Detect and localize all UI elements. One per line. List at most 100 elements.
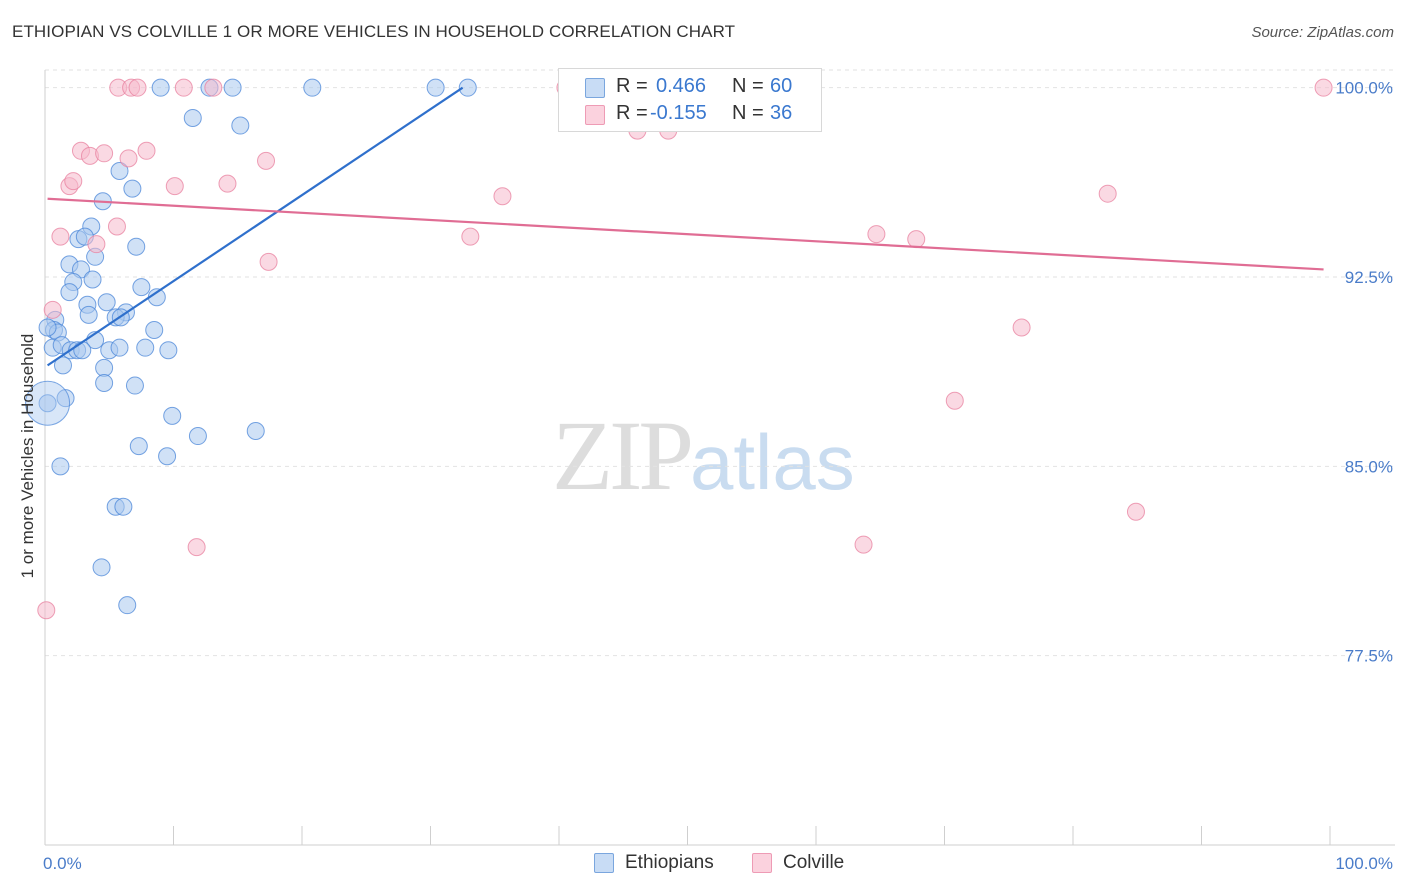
watermark-zip: ZIP xyxy=(552,400,694,511)
ethiopian-point xyxy=(125,376,144,395)
source-label: Source: ZipAtlas.com xyxy=(1251,24,1394,41)
axes xyxy=(44,70,1395,846)
legend-r-label: R = xyxy=(616,102,648,124)
y-tick-label: 77.5% xyxy=(1345,647,1393,666)
colville-point xyxy=(165,177,184,196)
ethiopian-point xyxy=(95,358,114,377)
stats-legend: R = 0.466 N = 60 R = -0.155 N = 36 xyxy=(558,68,822,132)
colville-point xyxy=(493,187,512,206)
colville-point xyxy=(1098,184,1117,203)
colville-point xyxy=(259,252,278,271)
colville-point xyxy=(174,78,193,97)
colville-point xyxy=(43,300,62,319)
ethiopian-point xyxy=(51,457,70,476)
x-tick-label: 0.0% xyxy=(43,854,82,873)
ethiopian-point xyxy=(303,78,322,97)
colville-point xyxy=(945,391,964,410)
colville-point xyxy=(854,535,873,554)
chart-title: ETHIOPIAN VS COLVILLE 1 OR MORE VEHICLES… xyxy=(12,22,736,41)
legend-swatch-colville xyxy=(585,105,605,125)
y-tick-label: 85.0% xyxy=(1345,457,1393,476)
ethiopian-point xyxy=(246,421,265,440)
ethiopian-point xyxy=(83,270,102,289)
colville-point xyxy=(119,149,138,168)
legend-r-value: 0.466 xyxy=(656,75,707,97)
x-tick-label: 100.0% xyxy=(1335,854,1393,873)
legend-row-ethiopians: R = 0.466 N = 60 xyxy=(559,74,821,100)
bottom-legend-swatch-colville xyxy=(752,853,772,873)
legend-n-value: 36 xyxy=(770,102,793,124)
colville-point xyxy=(1314,78,1333,97)
ethiopian-point xyxy=(183,108,202,127)
legend-r-label: R = xyxy=(616,75,648,97)
ethiopian-point xyxy=(114,497,133,516)
ethiopian-point xyxy=(97,293,116,312)
y-tick-label: 100.0% xyxy=(1335,79,1393,98)
colville-point xyxy=(107,217,126,236)
ethiopian-point xyxy=(53,356,72,375)
ethiopian-point xyxy=(151,78,170,97)
ethiopian-point xyxy=(129,437,148,456)
colville-point xyxy=(51,227,70,246)
ethiopian-point xyxy=(79,305,98,324)
bottom-legend-swatch-ethiopians xyxy=(594,853,614,873)
colville-point xyxy=(128,78,147,97)
y-tick-label: 92.5% xyxy=(1345,268,1393,287)
ethiopian-point xyxy=(38,394,57,413)
colville-point xyxy=(204,78,223,97)
colville-point xyxy=(64,172,83,191)
ethiopian-point xyxy=(60,283,79,302)
ethiopian-point xyxy=(145,321,164,340)
ethiopian-point xyxy=(136,338,155,357)
bottom-legend-label-colville: Colville xyxy=(783,852,845,873)
legend-row-colville: R = -0.155 N = 36 xyxy=(559,101,821,127)
ethiopian-point xyxy=(92,558,111,577)
colville-point xyxy=(95,144,114,163)
colville-point xyxy=(907,230,926,249)
tick-labels: 77.5% 85.0% 92.5% 100.0% 0.0% 100.0% xyxy=(43,79,1393,873)
legend-n-value: 60 xyxy=(770,75,793,97)
ethiopian-point xyxy=(73,341,92,360)
ethiopian-trendline xyxy=(46,86,464,367)
colville-point xyxy=(187,538,206,557)
legend-n-label: N = xyxy=(732,75,764,97)
data-points xyxy=(25,78,1333,620)
ethiopian-point xyxy=(163,406,182,425)
ethiopian-point xyxy=(127,237,146,256)
ethiopian-point xyxy=(159,341,178,360)
ethiopian-point xyxy=(426,78,445,97)
ethiopian-point-large xyxy=(25,380,71,426)
trendlines xyxy=(46,86,1324,367)
ethiopian-point xyxy=(231,116,250,135)
colville-point xyxy=(87,235,106,254)
ethiopian-point xyxy=(223,78,242,97)
legend-swatch-ethiopians xyxy=(585,78,605,98)
legend-n-label: N = xyxy=(732,102,764,124)
ethiopian-point xyxy=(458,78,477,97)
bottom-legend-label-ethiopians: Ethiopians xyxy=(625,852,714,873)
colville-point xyxy=(867,225,886,244)
legend-r-value: -0.155 xyxy=(650,102,707,124)
colville-point xyxy=(37,601,56,620)
gridlines xyxy=(45,69,1395,657)
ethiopian-point xyxy=(110,338,129,357)
ethiopian-point xyxy=(188,427,207,446)
colville-point xyxy=(257,151,276,170)
ethiopian-point xyxy=(118,596,137,615)
colville-point xyxy=(1126,502,1145,521)
ethiopian-point xyxy=(38,318,57,337)
colville-point xyxy=(137,141,156,160)
colville-point xyxy=(461,227,480,246)
ethiopian-point xyxy=(132,278,151,297)
ethiopian-point xyxy=(110,161,129,180)
colville-point xyxy=(1012,318,1031,337)
ethiopian-point xyxy=(158,447,177,466)
y-axis-label: 1 or more Vehicles in Household xyxy=(18,334,37,579)
colville-point xyxy=(218,174,237,193)
ethiopian-point xyxy=(95,374,114,393)
colville-trendline xyxy=(47,197,1324,271)
watermark: ZIPatlas xyxy=(552,398,855,513)
ethiopian-point xyxy=(123,179,142,198)
watermark-atlas: atlas xyxy=(690,418,855,506)
